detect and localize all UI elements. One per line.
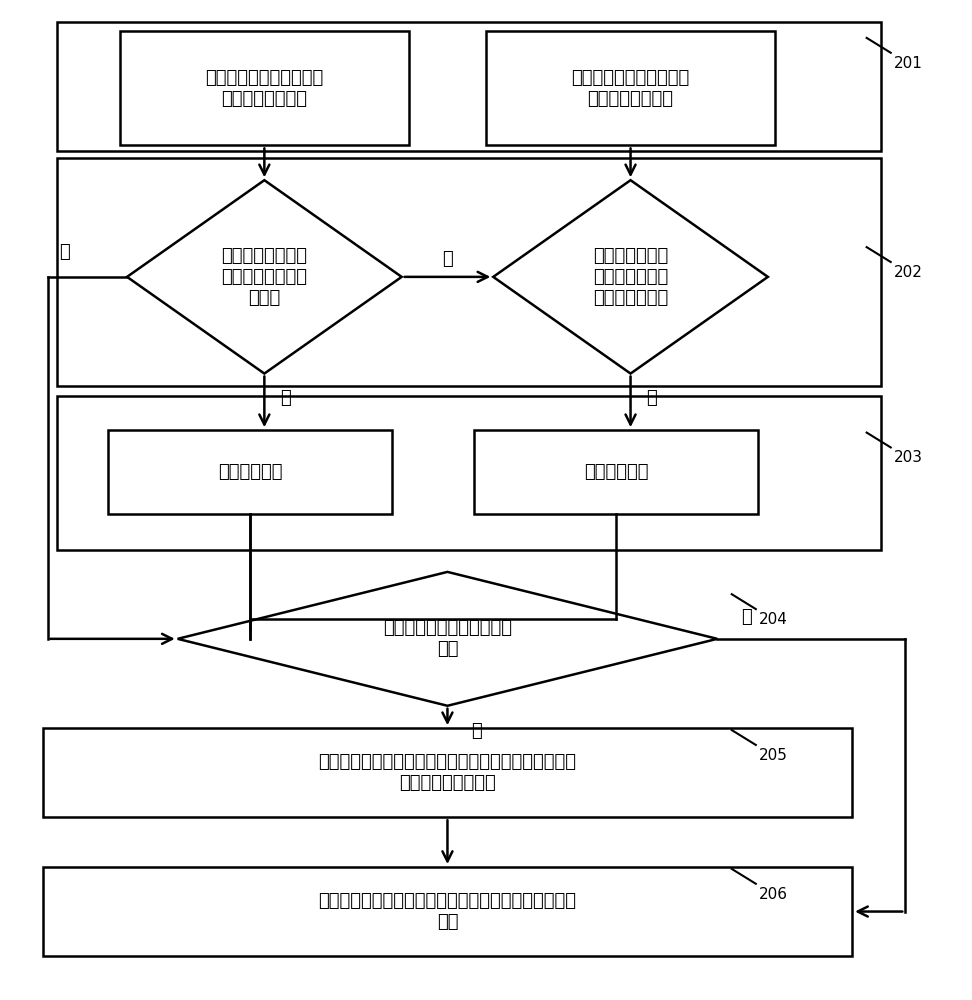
Text: 是: 是 xyxy=(471,722,482,740)
Text: 执行与上述指纹信息以及上述预设压力区间对应的快捷
操作: 执行与上述指纹信息以及上述预设压力区间对应的快捷 操作 xyxy=(319,892,576,931)
FancyBboxPatch shape xyxy=(57,396,881,550)
Text: 是: 是 xyxy=(59,243,70,261)
Polygon shape xyxy=(127,180,401,374)
Text: 输出提示信息: 输出提示信息 xyxy=(584,463,648,481)
FancyBboxPatch shape xyxy=(57,22,881,151)
Text: 是否预存有与上述
指纹信息匹配的指
纹信息: 是否预存有与上述 指纹信息匹配的指 纹信息 xyxy=(222,247,307,307)
FancyBboxPatch shape xyxy=(43,728,852,817)
Text: 否: 否 xyxy=(741,608,751,626)
Text: 否: 否 xyxy=(280,389,291,407)
Text: 205: 205 xyxy=(759,748,787,763)
Text: 否: 否 xyxy=(646,389,657,407)
Polygon shape xyxy=(493,180,768,374)
Text: 获取用户按压该终端设备
所产生的压力信息: 获取用户按压该终端设备 所产生的压力信息 xyxy=(572,69,690,108)
FancyBboxPatch shape xyxy=(108,430,392,514)
FancyBboxPatch shape xyxy=(43,867,852,956)
FancyBboxPatch shape xyxy=(57,158,881,386)
Text: 输出提示信息: 输出提示信息 xyxy=(218,463,282,481)
Text: 判断终端设备是否处于熄屏
状态: 判断终端设备是否处于熄屏 状态 xyxy=(383,619,512,658)
FancyBboxPatch shape xyxy=(486,31,775,145)
Text: 是: 是 xyxy=(442,250,453,268)
Text: 206: 206 xyxy=(759,887,787,902)
Polygon shape xyxy=(178,572,717,706)
Text: 202: 202 xyxy=(893,265,922,280)
FancyBboxPatch shape xyxy=(474,430,758,514)
Text: 获取用户按压该终端设备
所产生的指纹信息: 获取用户按压该终端设备 所产生的指纹信息 xyxy=(205,69,324,108)
Text: 201: 201 xyxy=(893,56,922,71)
Text: 204: 204 xyxy=(759,612,787,627)
FancyBboxPatch shape xyxy=(120,31,409,145)
Text: 203: 203 xyxy=(893,450,922,465)
Text: 若终端设备处于熄屏状态，则进入到该终端设备熄屏之
前所进行的应用界面: 若终端设备处于熄屏状态，则进入到该终端设备熄屏之 前所进行的应用界面 xyxy=(319,753,576,792)
Text: 是否预存有与上
述压力信息匹配
的预设压力区间: 是否预存有与上 述压力信息匹配 的预设压力区间 xyxy=(593,247,668,307)
